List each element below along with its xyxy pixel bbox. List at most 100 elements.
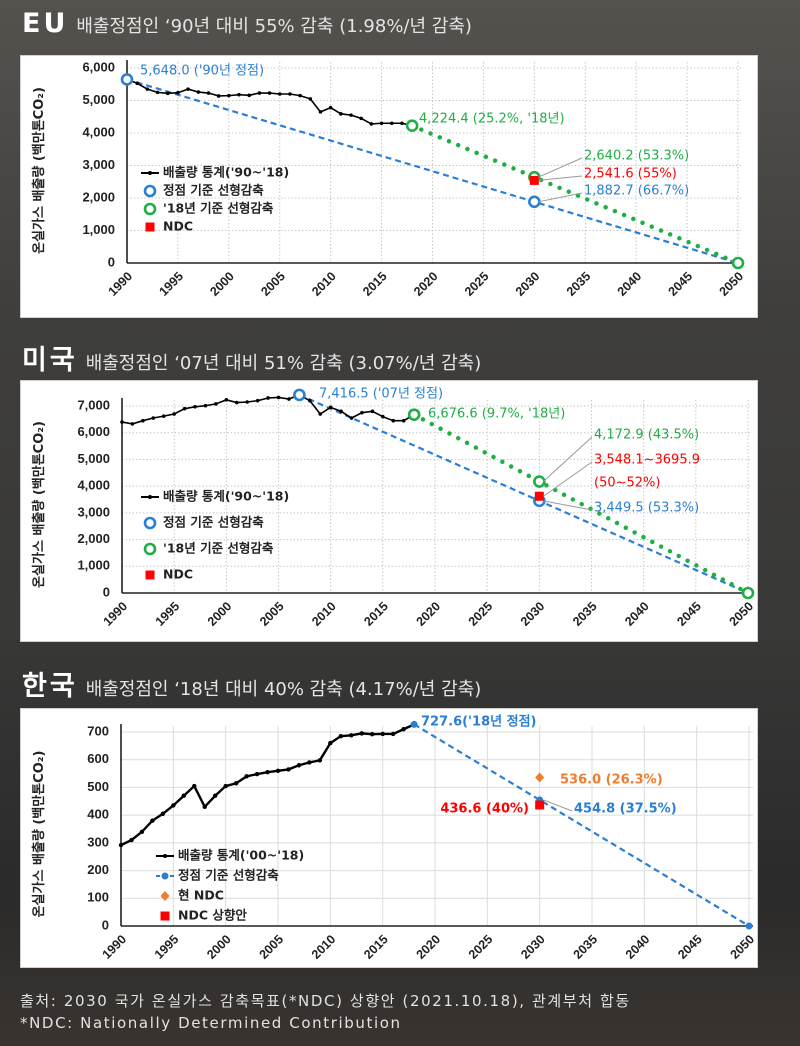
emissions-data-point — [237, 92, 241, 97]
x-tick-label: 2040 — [623, 932, 653, 962]
data-annotation: 1,882.7 (66.7%) — [584, 184, 689, 199]
data-annotation: 7,416.5 ('07년 정점) — [319, 387, 443, 402]
emissions-data-point — [234, 400, 239, 405]
data-annotation: 5,648.0 ('90년 정점) — [140, 64, 264, 79]
emissions-data-point — [339, 409, 343, 414]
emissions-data-point — [118, 842, 124, 848]
x-tick-label: 2050 — [728, 932, 757, 962]
data-annotation: 3,449.5 (53.3%) — [594, 501, 699, 516]
emissions-data-point — [139, 829, 145, 834]
emissions-data-point — [172, 412, 176, 416]
y-tick-label: 6,000 — [77, 424, 110, 439]
emissions-data-point — [176, 90, 180, 95]
us-chart: 0 1,000 2,000 3,000 4,000 5,000 6,000 7,000 1990… — [31, 387, 756, 629]
emissions-data-point — [390, 731, 396, 737]
x-tick-label: 1990 — [106, 269, 136, 299]
data-annotation: 4,224.4 (25.2%, '18년) — [419, 112, 565, 127]
emissions-data-point — [214, 402, 218, 406]
x-tick-label: 2015 — [360, 269, 390, 299]
emissions-data-point — [389, 121, 394, 126]
legend-label: NDC — [163, 567, 193, 582]
x-tick-label: 2025 — [466, 599, 496, 629]
x-tick-label: 2000 — [207, 269, 237, 299]
emissions-data-point — [155, 90, 160, 95]
square-marker — [534, 491, 544, 501]
legend-marker-icon — [145, 222, 155, 232]
2018-based-reduction-line — [409, 123, 741, 266]
x-tick-label: 2010 — [309, 932, 339, 962]
y-tick-label: 5,000 — [82, 92, 115, 107]
region-name: 미국 — [22, 345, 78, 376]
emissions-data-point — [400, 121, 404, 126]
emissions-statistics-line — [126, 78, 413, 127]
emissions-data-point — [130, 422, 135, 426]
emissions-statistics-line — [120, 723, 415, 847]
legend-label: 현 NDC — [178, 888, 224, 903]
ring-marker — [741, 586, 755, 600]
emissions-data-point — [171, 803, 176, 808]
y-tick-label: 2,000 — [82, 189, 115, 204]
x-tick-label: 1995 — [153, 599, 183, 629]
legend-marker-icon — [161, 872, 169, 880]
dot-marker — [745, 922, 753, 930]
emissions-data-point — [129, 837, 134, 843]
x-tick-label: 2010 — [309, 599, 339, 629]
emissions-data-point — [308, 398, 312, 403]
emissions-data-point — [328, 405, 333, 410]
emissions-data-point — [254, 771, 260, 777]
peak-based-reduction-line — [126, 78, 739, 265]
emissions-data-point — [338, 733, 343, 739]
emissions-data-point — [369, 122, 374, 126]
emissions-data-point — [266, 396, 270, 400]
annotation-leader-line — [538, 175, 583, 181]
x-tick-label: 1995 — [152, 932, 182, 962]
x-tick-label: 2020 — [411, 269, 441, 299]
square-marker — [535, 800, 545, 810]
data-annotation: 454.8 (37.5%) — [574, 802, 677, 817]
emissions-data-point — [339, 112, 343, 116]
legend-label: NDC — [163, 219, 193, 234]
korea-chart: 0 100 200 300 400 500 600 700 1990 1995 2000 2005 20… — [31, 714, 757, 962]
ring-marker — [120, 73, 134, 86]
chart-subtitle: 배출정점인 ‘18년 대비 40% 감축 (4.17%/년 감축) — [85, 679, 482, 700]
legend-marker-icon — [148, 171, 152, 175]
emissions-data-point — [135, 81, 139, 86]
x-tick-label: 2050 — [717, 269, 747, 299]
legend-label: 정점 기준 선형감축 — [163, 515, 264, 530]
data-annotation: (50~52%) — [594, 476, 660, 491]
annotation-leader-line — [542, 436, 593, 482]
emissions-data-point — [391, 418, 396, 423]
x-tick-label: 2045 — [675, 932, 705, 962]
us-chart-panel: 0 1,000 2,000 3,000 4,000 5,000 6,000 7,000 1990… — [20, 380, 758, 642]
legend-marker-icon — [143, 184, 157, 198]
y-tick-label: 0 — [108, 254, 115, 269]
square-marker — [529, 175, 539, 185]
x-tick-label: 2035 — [570, 599, 600, 629]
emissions-data-point — [380, 731, 385, 737]
emissions-data-point — [193, 405, 197, 409]
y-tick-label: 5,000 — [77, 451, 110, 466]
ring-marker — [533, 475, 546, 488]
x-tick-label: 2045 — [666, 269, 696, 299]
dot-marker — [410, 720, 418, 728]
x-tick-label: 1990 — [101, 599, 131, 629]
emissions-data-point — [349, 733, 354, 738]
emissions-data-point — [227, 93, 231, 98]
emissions-data-point — [120, 420, 124, 424]
emissions-data-point — [267, 91, 272, 95]
y-tick-label: 1,000 — [77, 558, 110, 573]
legend-marker-icon — [160, 891, 170, 901]
emissions-data-point — [379, 121, 384, 126]
emissions-data-point — [245, 400, 249, 404]
x-tick-label: 2040 — [622, 599, 652, 629]
data-annotation: 2,541.6 (55%) — [584, 167, 677, 182]
emissions-data-point — [359, 731, 364, 736]
emissions-data-point — [328, 740, 333, 746]
y-tick-label: 0 — [103, 584, 110, 599]
x-tick-label: 2020 — [414, 599, 444, 629]
x-tick-label: 1995 — [156, 269, 186, 299]
legend-marker-icon — [143, 202, 157, 216]
data-annotation: 6,676.6 (9.7%, '18년) — [428, 407, 565, 422]
ring-marker — [407, 408, 421, 421]
data-annotation: 3,548.1~3695.9 — [594, 453, 700, 468]
